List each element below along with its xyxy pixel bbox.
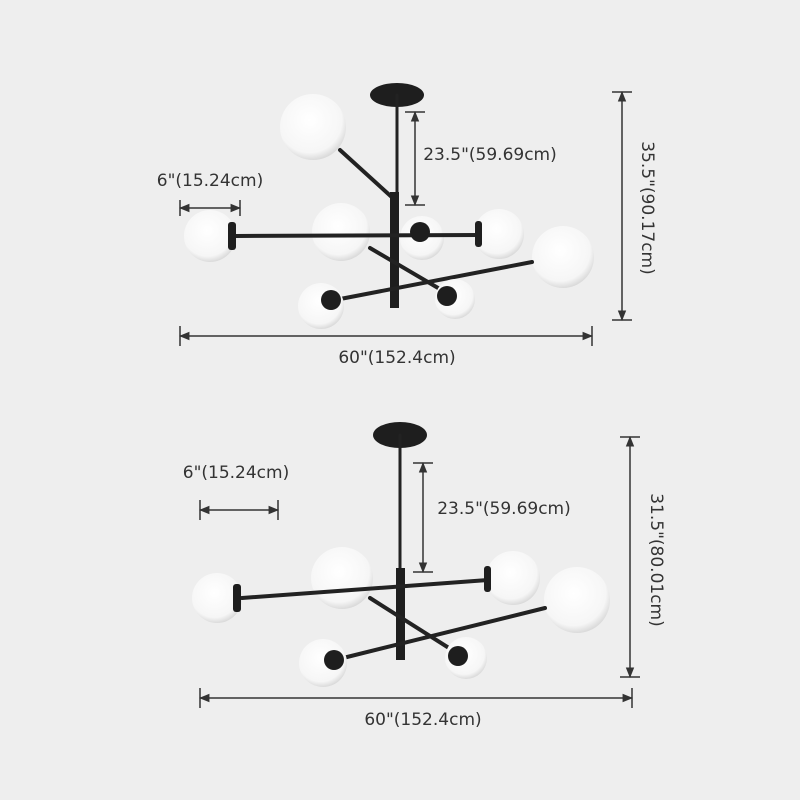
drop-length: 23.5"(59.69cm)	[423, 145, 557, 165]
shade-width: 6"(15.24cm)	[183, 463, 289, 483]
height: 35.5"(90.17cm)	[637, 141, 657, 275]
chandelier-2	[192, 422, 610, 687]
drop-length: 23.5"(59.69cm)	[437, 499, 571, 519]
chandelier-1	[184, 83, 594, 329]
height: 31.5"(80.01cm)	[646, 493, 666, 627]
shade-width: 6"(15.24cm)	[157, 171, 263, 191]
width: 60"(152.4cm)	[364, 710, 481, 730]
width: 60"(152.4cm)	[338, 348, 455, 368]
